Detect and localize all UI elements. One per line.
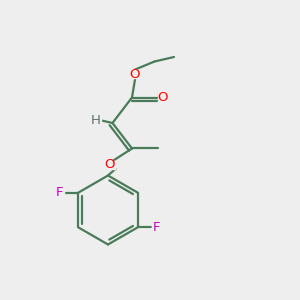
Bar — [92, 117, 100, 124]
Text: H: H — [91, 114, 101, 127]
Bar — [152, 223, 161, 232]
Text: F: F — [153, 221, 160, 234]
Bar — [55, 189, 64, 197]
Text: O: O — [104, 158, 115, 172]
Text: O: O — [158, 91, 168, 104]
Bar — [130, 70, 140, 78]
Text: O: O — [130, 68, 140, 81]
Bar — [104, 161, 115, 169]
Bar — [158, 93, 168, 101]
Text: F: F — [56, 186, 63, 199]
